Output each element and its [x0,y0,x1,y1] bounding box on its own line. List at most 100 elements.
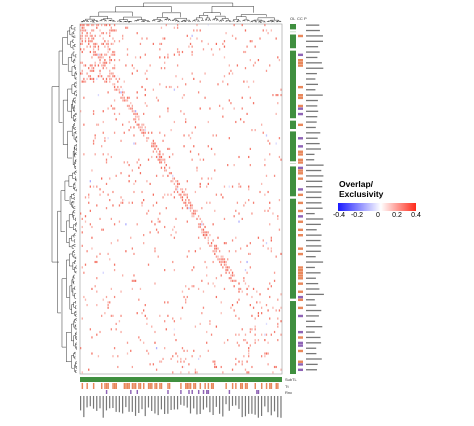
heatmap-cell [176,24,179,27]
heatmap-cell [86,24,88,27]
heatmap-cell [228,250,230,253]
heatmap-cell [238,333,240,336]
heatmap-cell [207,242,209,245]
heatmap-cell [222,115,224,118]
heatmap-cell [185,120,187,124]
heatmap-cell [162,357,164,360]
heatmap-cell [105,182,108,185]
heatmap-cell [147,137,150,140]
heatmap-cell [249,344,251,347]
heatmap-cell [83,271,85,274]
heatmap-cell [167,107,169,110]
heatmap-cell [113,263,116,266]
heatmap-cell [107,40,109,43]
heatmap-cell [113,67,116,70]
heatmap-cell [80,42,82,45]
heatmap-cell [270,250,272,253]
heatmap-cell [159,42,161,45]
heatmap-cell [104,137,106,140]
heatmap-cell [104,40,106,43]
heatmap-cell [94,42,96,45]
heatmap-cell [123,91,125,94]
heatmap-cell [81,317,83,320]
heatmap-cell [264,352,266,355]
heatmap-cell [280,158,282,161]
heatmap-cell [220,193,222,196]
heatmap-cell [251,365,253,369]
heatmap-cell [199,217,201,220]
heatmap-cell [214,153,216,156]
dendrogram-branch [183,19,190,21]
heatmap-cell [112,37,114,40]
row-label-mark [306,99,318,102]
legend-tick: -0.4 [332,212,346,219]
track-segment [104,383,106,389]
heatmap-cell [280,368,282,371]
dendrogram-branch [73,27,76,31]
heatmap-cell [231,239,234,242]
heatmap-cell [160,161,163,164]
track-segment [186,383,189,389]
heatmap-cell [136,96,138,99]
heatmap-cell [101,42,103,45]
heatmap-cell [185,193,187,196]
heatmap-cell [238,317,240,320]
heatmap-cell [146,322,148,325]
heatmap-cell [120,314,122,317]
heatmap-cell [215,247,218,250]
heatmap-cell [149,182,151,185]
heatmap-cell [102,42,104,45]
heatmap-cell [238,282,240,285]
heatmap-cell [252,201,255,204]
dendrogram-branch [72,39,74,43]
heatmap-cell [176,185,179,188]
dendrogram-branch [73,193,75,196]
heatmap-cell [143,199,145,202]
track-segment [225,383,227,389]
heatmap-cell [246,271,248,274]
row-label-mark [306,326,323,328]
dendrogram-branch [203,12,221,16]
heatmap-cell [241,363,243,366]
heatmap-cell [191,355,193,358]
track-segment [298,61,303,65]
heatmap-cell [109,59,111,62]
dendrogram-branch [212,19,216,21]
heatmap-cell [233,309,235,312]
track-segment [298,59,303,62]
dendrogram-branch [199,15,209,18]
heatmap-cell [267,363,269,366]
track-segment [298,104,303,108]
heatmap-cell [89,328,91,331]
track-segment [298,282,303,285]
heatmap-cell [118,91,121,94]
heatmap-cell [105,77,108,80]
heatmap-cell [189,204,192,207]
heatmap-cell [83,29,85,32]
heatmap-cell [131,64,133,67]
dendrogram-branch [75,366,77,369]
heatmap-cell [275,37,277,40]
heatmap-cell [94,285,96,288]
column-label-mark [193,396,195,409]
heatmap-cell [225,242,227,245]
dendrogram-branch [73,123,76,126]
dendrogram-branch [205,19,208,21]
dendrogram-branch [158,20,163,22]
track-segment [298,336,303,339]
dendrogram-branch [257,17,275,21]
dendrogram-branch [134,20,137,22]
heatmap-cell [151,142,153,145]
row-label-mark [306,46,319,48]
heatmap-cell [178,193,180,196]
heatmap-cell [101,145,103,148]
track-segment [239,383,242,389]
dendrogram-branch [75,314,77,317]
heatmap-cell [202,234,205,237]
heatmap-cell [197,225,200,229]
heatmap-cell [159,56,161,59]
heatmap-cell [214,250,216,253]
heatmap-cell [122,201,124,204]
heatmap-cell [173,328,176,331]
heatmap-cell [180,188,182,191]
